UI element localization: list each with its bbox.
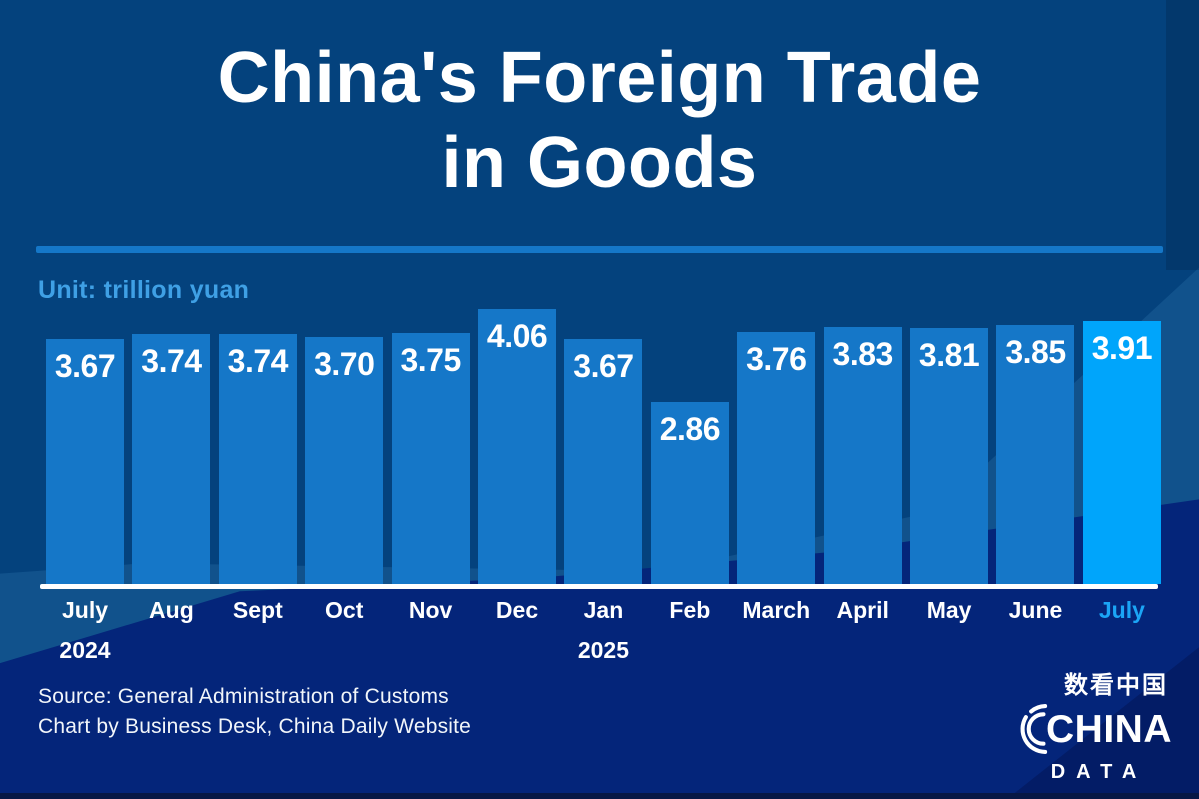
- x-label-jan-6: Jan 2025: [564, 597, 642, 664]
- bar-march-8: 3.76: [737, 332, 816, 584]
- year-label: 2024: [59, 637, 111, 663]
- bar-may-10: 3.81: [910, 328, 989, 584]
- x-label-march-8: March: [737, 597, 815, 664]
- bar-value-label: 3.91: [1091, 330, 1153, 366]
- bar-value-label: 3.67: [573, 348, 634, 384]
- bar-sept-2: 3.74: [218, 334, 297, 584]
- china-data-logo: 数看中国 CHINA DATA: [1012, 665, 1172, 784]
- bar-feb-7: 2.86: [650, 402, 729, 584]
- year-label: 2025: [577, 637, 630, 663]
- x-label-oct-3: Oct: [305, 597, 383, 664]
- page-title: China's Foreign Trade in Goods: [0, 36, 1199, 206]
- page-title-line2: in Goods: [441, 122, 758, 203]
- bar-chart: 3.67 3.74 3.74 3.70 3.75 4.06 3.67 2.86 3.76 3.83…: [46, 284, 1161, 584]
- bar-value-label: 3.75: [400, 342, 461, 378]
- bar-jan-6: 3.67: [564, 339, 643, 584]
- bar-value-label: 3.81: [918, 337, 980, 373]
- x-label-feb-7: Feb: [651, 597, 729, 664]
- background-right-shade: [1166, 0, 1199, 270]
- bar-oct-3: 3.70: [305, 337, 384, 584]
- source-line1: Source: General Administration of Custom…: [38, 685, 449, 708]
- month-label: June: [1008, 597, 1063, 623]
- background-bottom-strip: [0, 793, 1199, 799]
- bar-value-label: 4.06: [486, 318, 548, 354]
- bar-value-label: 3.67: [54, 348, 116, 384]
- x-label-july-12: July: [1083, 597, 1161, 664]
- month-label: July: [61, 597, 109, 623]
- x-label-dec-5: Dec: [478, 597, 556, 664]
- month-label: May: [926, 597, 972, 623]
- bar-nov-4: 3.75: [391, 333, 470, 584]
- source-line2: Chart by Business Desk, China Daily Webs…: [38, 714, 472, 738]
- x-label-may-10: May: [910, 597, 988, 664]
- logo-arcs-icon: [1020, 704, 1048, 754]
- month-label: Feb: [669, 597, 711, 623]
- x-label-aug-1: Aug: [132, 597, 210, 664]
- page-title-line1: China's Foreign Trade: [217, 38, 982, 118]
- source-note: Source: General Administration of Custom…: [38, 682, 471, 742]
- month-label: Oct: [325, 597, 364, 623]
- bar-value-label: 3.83: [832, 336, 894, 372]
- bar-value-label: 3.74: [141, 343, 202, 379]
- x-label-sept-2: Sept: [219, 597, 297, 664]
- month-label: Dec: [495, 597, 539, 623]
- x-axis-labels: July 2024 Aug Sept Oct Nov Dec Jan 2025 Feb March A…: [46, 597, 1161, 664]
- bar-value-label: 3.74: [227, 343, 289, 379]
- x-label-nov-4: Nov: [392, 597, 470, 664]
- month-label: Aug: [149, 597, 194, 623]
- bar-july-12: 3.91: [1082, 321, 1161, 584]
- title-divider: [36, 246, 1163, 253]
- x-label-july-0: July 2024: [46, 597, 124, 664]
- month-label: Nov: [408, 597, 453, 623]
- bar-value-label: 3.70: [314, 346, 375, 382]
- x-label-april-9: April: [824, 597, 902, 664]
- x-label-june-11: June: [996, 597, 1074, 664]
- month-label: July: [1098, 597, 1145, 623]
- month-label: March: [742, 597, 811, 623]
- bar-july-0: 3.67: [46, 339, 124, 584]
- unit-label: Unit: trillion yuan: [38, 276, 250, 304]
- bar-dec-5: 4.06: [478, 309, 557, 584]
- month-label: Sept: [232, 597, 283, 623]
- logo-chinese-text: 数看中国: [1064, 671, 1168, 699]
- logo-sub: DATA: [1050, 761, 1148, 783]
- month-label: April: [836, 597, 889, 623]
- logo-name: CHINA: [1046, 707, 1172, 751]
- bar-value-label: 2.86: [659, 411, 721, 447]
- bar-value-label: 3.76: [746, 341, 807, 377]
- bar-value-label: 3.85: [1005, 334, 1066, 370]
- bar-june-11: 3.85: [996, 325, 1075, 584]
- bar-aug-1: 3.74: [132, 334, 211, 584]
- month-label: Jan: [583, 597, 624, 623]
- bar-april-9: 3.83: [823, 327, 902, 584]
- chart-baseline: [40, 584, 1158, 589]
